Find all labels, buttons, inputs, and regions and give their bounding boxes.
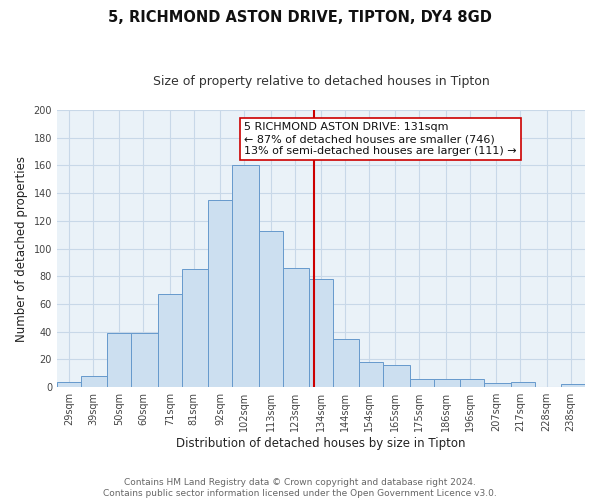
Bar bbox=[434, 379, 460, 387]
Bar bbox=[333, 338, 359, 387]
Bar bbox=[359, 362, 383, 387]
Title: Size of property relative to detached houses in Tipton: Size of property relative to detached ho… bbox=[152, 75, 490, 88]
Bar bbox=[158, 294, 182, 387]
Bar bbox=[283, 268, 309, 387]
Bar bbox=[57, 382, 81, 387]
Bar bbox=[208, 200, 232, 387]
Bar bbox=[232, 166, 259, 387]
Text: 5, RICHMOND ASTON DRIVE, TIPTON, DY4 8GD: 5, RICHMOND ASTON DRIVE, TIPTON, DY4 8GD bbox=[108, 10, 492, 25]
Bar bbox=[383, 365, 410, 387]
Bar bbox=[511, 382, 535, 387]
Bar bbox=[561, 384, 585, 387]
Text: 5 RICHMOND ASTON DRIVE: 131sqm
← 87% of detached houses are smaller (746)
13% of: 5 RICHMOND ASTON DRIVE: 131sqm ← 87% of … bbox=[244, 122, 517, 156]
Bar bbox=[107, 333, 131, 387]
Bar bbox=[460, 379, 484, 387]
Bar bbox=[410, 379, 434, 387]
Bar bbox=[484, 383, 511, 387]
Bar bbox=[81, 376, 107, 387]
Y-axis label: Number of detached properties: Number of detached properties bbox=[15, 156, 28, 342]
Bar bbox=[131, 333, 158, 387]
Bar bbox=[309, 279, 333, 387]
Bar bbox=[259, 230, 283, 387]
Text: Contains HM Land Registry data © Crown copyright and database right 2024.
Contai: Contains HM Land Registry data © Crown c… bbox=[103, 478, 497, 498]
Bar bbox=[182, 270, 208, 387]
X-axis label: Distribution of detached houses by size in Tipton: Distribution of detached houses by size … bbox=[176, 437, 466, 450]
